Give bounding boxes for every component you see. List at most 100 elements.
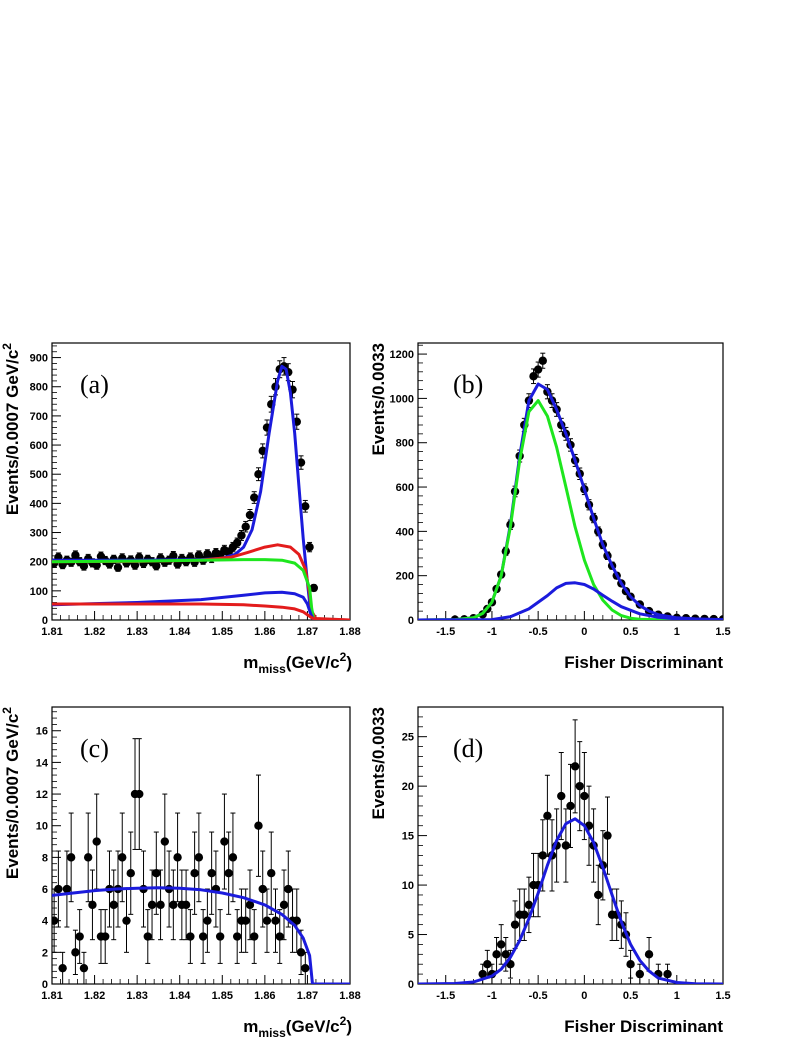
plot-frame [51,342,351,621]
y-tick-label: 300 [30,528,48,540]
data-point [54,884,63,894]
data-point [580,791,589,801]
data-point [301,963,310,973]
y-tick-label: 800 [396,438,414,450]
panel-c: 1.81 1.82 1.83 1.84 1.85 1.86 1.87 1.88 0 2 4 6 8 10 1… [0,706,361,1040]
data-point [58,963,67,973]
y-tick-label: 10 [36,821,48,833]
data-point [279,900,289,910]
y-tick-label: 4 [42,916,49,928]
x-tick-label: -0.5 [529,990,548,1002]
x-tick-label: 1 [674,990,680,1002]
y-axis-title: Events/0.0007 GeV/c2 [0,343,22,515]
fit-curve-5 [52,602,350,620]
plot-frame [51,706,351,985]
data-point [501,950,511,959]
plot-area [52,357,350,620]
data-point [79,561,89,571]
x-tick-label: 1.88 [339,626,360,638]
data-point [594,890,603,900]
data-point [194,853,204,862]
data-point [71,948,80,957]
y-tick-label: 12 [36,789,48,801]
data-point [275,932,284,941]
y-tick-label: 600 [396,482,414,494]
data-point [529,372,538,381]
y-axis-title: Events/0.0033 [369,343,388,455]
y-tick-label: 400 [396,526,414,538]
plot-frame [417,342,724,621]
x-tick-label: 1 [674,626,680,638]
x-tick-label: 1.84 [169,990,191,1002]
data-point [228,853,238,862]
data-point [296,948,306,957]
fit-curve-1 [418,817,723,984]
x-tick-label: -0.5 [529,626,548,638]
x-tick-label: 1.81 [41,990,62,1002]
plot-area [52,738,350,984]
plot-area [418,719,723,984]
y-tick-label: 2 [42,947,48,959]
data-point [296,458,306,467]
y-axis-title: Events/0.0033 [369,707,388,819]
data-point [135,789,144,799]
fit-curve-1 [52,886,350,984]
data-point [232,538,242,547]
data-point [520,910,529,919]
x-tick-label: 0.5 [623,990,638,1002]
data-point [130,560,140,570]
x-tick-label: -1 [487,990,497,1002]
data-point [250,932,259,941]
x-tick-label: 1.87 [297,626,318,638]
y-tick-label: 8 [42,852,48,864]
data-point [492,950,501,959]
data-point [524,900,534,910]
data-point [566,801,575,811]
data-point [267,869,276,878]
data-point [92,560,101,570]
data-point [147,900,157,910]
data-point [570,762,580,771]
data-point [101,932,110,941]
y-tick-label: 0 [42,979,48,991]
data-point [292,916,301,925]
data-point [143,932,152,941]
fit-curve-3 [52,558,316,620]
data-point [186,932,195,941]
data-point [181,900,191,910]
data-point [215,932,225,941]
fit-curve-3 [418,581,723,620]
data-point [271,916,280,925]
x-tick-label: -1.5 [436,626,455,638]
x-tick-label: 1.5 [715,990,730,1002]
data-point [173,853,182,862]
data-point [92,837,101,846]
data-point [66,853,76,862]
y-tick-label: 900 [30,353,48,365]
y-tick-label: 700 [30,411,48,423]
x-tick-label: 1.85 [212,990,233,1002]
data-point [644,950,654,959]
data-point [301,502,310,511]
data-point [152,869,161,878]
data-point [258,884,267,894]
data-point [262,916,272,925]
y-tick-label: 0 [408,615,414,627]
fit-curve-2 [418,399,723,620]
fit-curve-1 [52,364,316,620]
x-tick-label: 1.5 [715,626,730,638]
data-point [237,531,246,540]
plot-area [418,352,723,620]
data-point [118,853,127,862]
data-point [156,900,165,910]
data-point [169,551,178,561]
data-point [160,837,170,846]
data-point [220,837,229,846]
x-tick-label: 0.5 [623,626,638,638]
y-tick-label: 6 [42,884,48,896]
panel-label: (a) [80,370,109,399]
x-tick-label: -1.5 [436,990,455,1002]
panel-label: (b) [453,370,483,399]
data-point [533,365,543,374]
